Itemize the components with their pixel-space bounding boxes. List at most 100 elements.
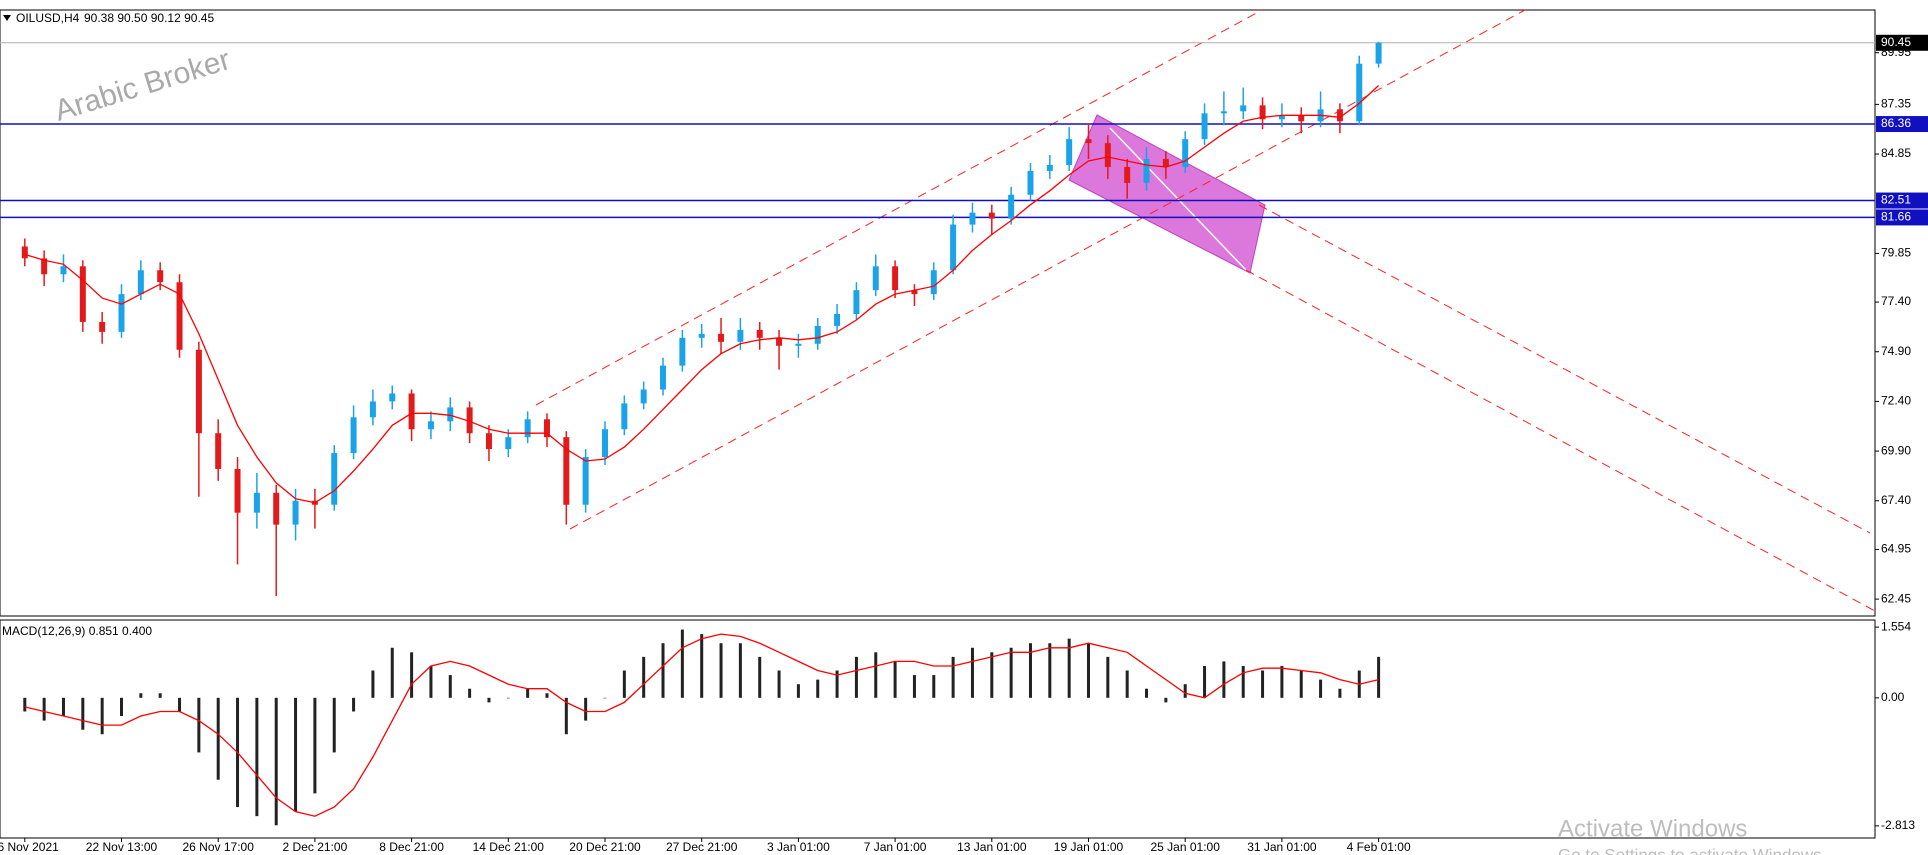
last-price-label: 90.45: [1881, 35, 1911, 49]
candle-body: [892, 266, 899, 291]
macd-bar: [468, 688, 472, 698]
y-tick-label: -2.813: [1881, 818, 1915, 832]
candle-body: [950, 224, 957, 271]
macd-bar: [506, 697, 510, 699]
macd-bar: [854, 656, 858, 698]
macd-pane: [0, 619, 1876, 839]
macd-bar: [410, 652, 414, 698]
candle-body: [640, 389, 647, 404]
macd-bar: [545, 693, 549, 698]
candle-body: [408, 393, 415, 430]
macd-bar: [680, 629, 684, 698]
candle-body: [1356, 63, 1363, 122]
macd-bar: [81, 697, 85, 730]
candle-body: [1220, 111, 1227, 114]
candle-body: [1375, 42, 1382, 64]
candle-body: [911, 290, 918, 295]
macd-bar: [332, 697, 336, 753]
macd-bar: [178, 697, 182, 712]
candle-body: [215, 433, 222, 469]
macd-bar: [970, 647, 974, 698]
macd-bar: [1241, 665, 1245, 698]
candle-body: [1278, 115, 1285, 120]
macd-bar: [564, 697, 568, 735]
candle-body: [79, 266, 86, 322]
candle-body: [99, 321, 106, 332]
candle-body: [718, 333, 725, 342]
macd-bar: [738, 643, 742, 698]
candle-body: [930, 270, 937, 295]
macd-bar: [61, 697, 65, 717]
macd-bar: [777, 670, 781, 698]
candle-body: [389, 393, 396, 402]
macd-bar: [1377, 656, 1381, 698]
x-tick-label: 14 Dec 21:00: [473, 840, 545, 854]
y-tick-label: 72.40: [1881, 394, 1911, 408]
macd-bar: [1338, 688, 1342, 698]
macd-bar: [622, 670, 626, 698]
candle-body: [872, 266, 879, 291]
macd-bar: [1125, 670, 1129, 698]
level-label: 81.66: [1881, 210, 1911, 224]
macd-bar: [487, 697, 491, 703]
candle-body: [350, 417, 357, 454]
macd-bar: [1145, 688, 1149, 698]
macd-bar: [120, 697, 123, 717]
candle-body: [195, 349, 202, 434]
candle-body: [1027, 170, 1034, 195]
macd-bar: [197, 697, 201, 753]
macd-bar: [719, 643, 723, 698]
x-tick-label: 26 Nov 17:00: [183, 840, 255, 854]
macd-bar: [139, 693, 143, 698]
macd-bar: [1009, 647, 1013, 698]
y-tick-label: 84.85: [1881, 146, 1911, 160]
level-label-box: [1876, 209, 1928, 226]
symbol: OILUSD,H4: [16, 11, 80, 25]
candle-body: [602, 429, 608, 458]
macd-bar: [1048, 643, 1052, 698]
x-tick-label: 7 Jan 01:00: [864, 840, 927, 854]
macd-bar: [1203, 665, 1207, 698]
candle-body: [292, 500, 299, 525]
candle-body: [988, 212, 995, 219]
candle-body: [427, 421, 434, 430]
macd-bar: [23, 697, 27, 712]
macd-bar: [1222, 661, 1226, 698]
candle-body: [621, 403, 628, 430]
x-tick-label: 22 Nov 13:00: [86, 840, 158, 854]
activation-note: Go to Settings to activate Windows: [1558, 845, 1822, 855]
candle-body: [543, 419, 550, 438]
macd-bar: [1106, 656, 1110, 698]
macd-bar: [294, 697, 298, 812]
macd-bar: [526, 688, 530, 698]
macd-bar: [1087, 643, 1090, 698]
macd-bar: [912, 675, 916, 698]
candle-body: [563, 437, 570, 505]
x-tick-label: 20 Dec 21:00: [569, 840, 641, 854]
candle-body: [660, 365, 667, 390]
macd-bar: [584, 697, 588, 721]
candle-body: [505, 437, 512, 450]
candle-body: [737, 329, 744, 342]
candle-body: [1240, 105, 1247, 112]
macd-bar: [835, 670, 839, 698]
macd-bar: [448, 675, 452, 698]
activation-title: Activate Windows: [1558, 815, 1747, 842]
x-tick-label: 19 Jan 01:00: [1054, 840, 1124, 854]
macd-signal: [24, 633, 1379, 817]
candle-body: [582, 457, 589, 505]
candle-body: [331, 453, 338, 505]
macd-bar: [274, 697, 278, 826]
level-label-box: [1876, 192, 1928, 209]
macd-bar: [158, 693, 162, 698]
y-tick-label: 62.45: [1881, 591, 1911, 605]
macd-bar: [1280, 665, 1284, 698]
candle-body: [834, 313, 841, 326]
macd-bar: [1067, 638, 1071, 698]
macd-bar: [313, 697, 317, 794]
macd-bar: [216, 697, 220, 780]
menu-arrow[interactable]: [3, 15, 11, 21]
y-tick-label: 77.40: [1881, 294, 1911, 308]
